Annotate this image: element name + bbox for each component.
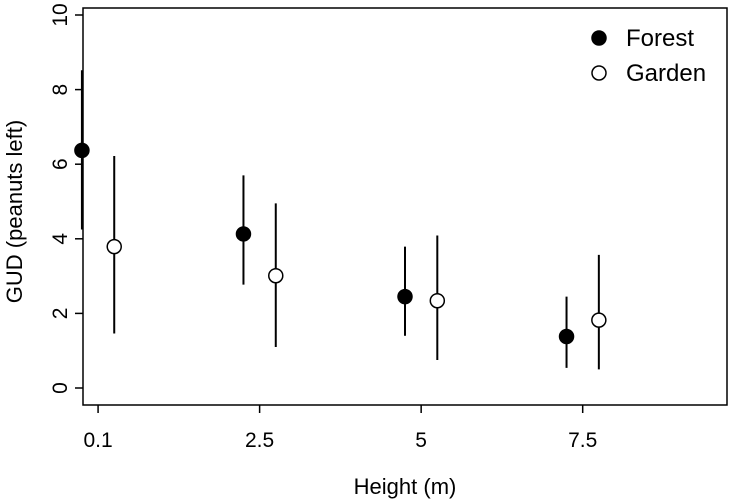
y-axis-label: GUD (peanuts left)	[2, 120, 27, 303]
data-point-garden	[106, 238, 122, 255]
data-point-forest	[397, 288, 413, 305]
x-tick-label: 2.5	[245, 429, 274, 452]
data-marks	[74, 70, 607, 370]
y-tick-label: 4	[49, 233, 72, 245]
plot-frame	[82, 7, 728, 406]
data-point-forest	[235, 226, 252, 242]
y-tick-label: 10	[49, 3, 72, 26]
x-tick-label: 5	[415, 429, 427, 452]
y-tick-label: 6	[49, 158, 72, 170]
data-point-garden	[591, 312, 607, 328]
data-point-forest	[558, 328, 575, 345]
data-point-garden	[429, 292, 446, 309]
data-point-forest	[74, 142, 90, 159]
y-tick-label: 8	[49, 84, 72, 96]
y-tick-label: 2	[49, 308, 72, 320]
y-tick-label: 0	[49, 382, 72, 394]
x-tick-label: 0.1	[83, 429, 112, 452]
y-axis: 0 2 4 6 8 10	[49, 3, 83, 394]
legend: Forest Garden	[591, 25, 706, 87]
legend-marker-garden	[591, 65, 607, 81]
x-axis: 0.1 2.5 5 7.5	[83, 405, 597, 452]
legend-label-forest: Forest	[626, 25, 694, 52]
legend-label-garden: Garden	[626, 60, 706, 87]
x-tick-label: 7.5	[568, 429, 597, 452]
plot-box	[82, 7, 728, 406]
x-axis-label: Height (m)	[354, 474, 457, 499]
data-point-garden	[268, 267, 284, 284]
legend-marker-forest	[591, 30, 607, 46]
